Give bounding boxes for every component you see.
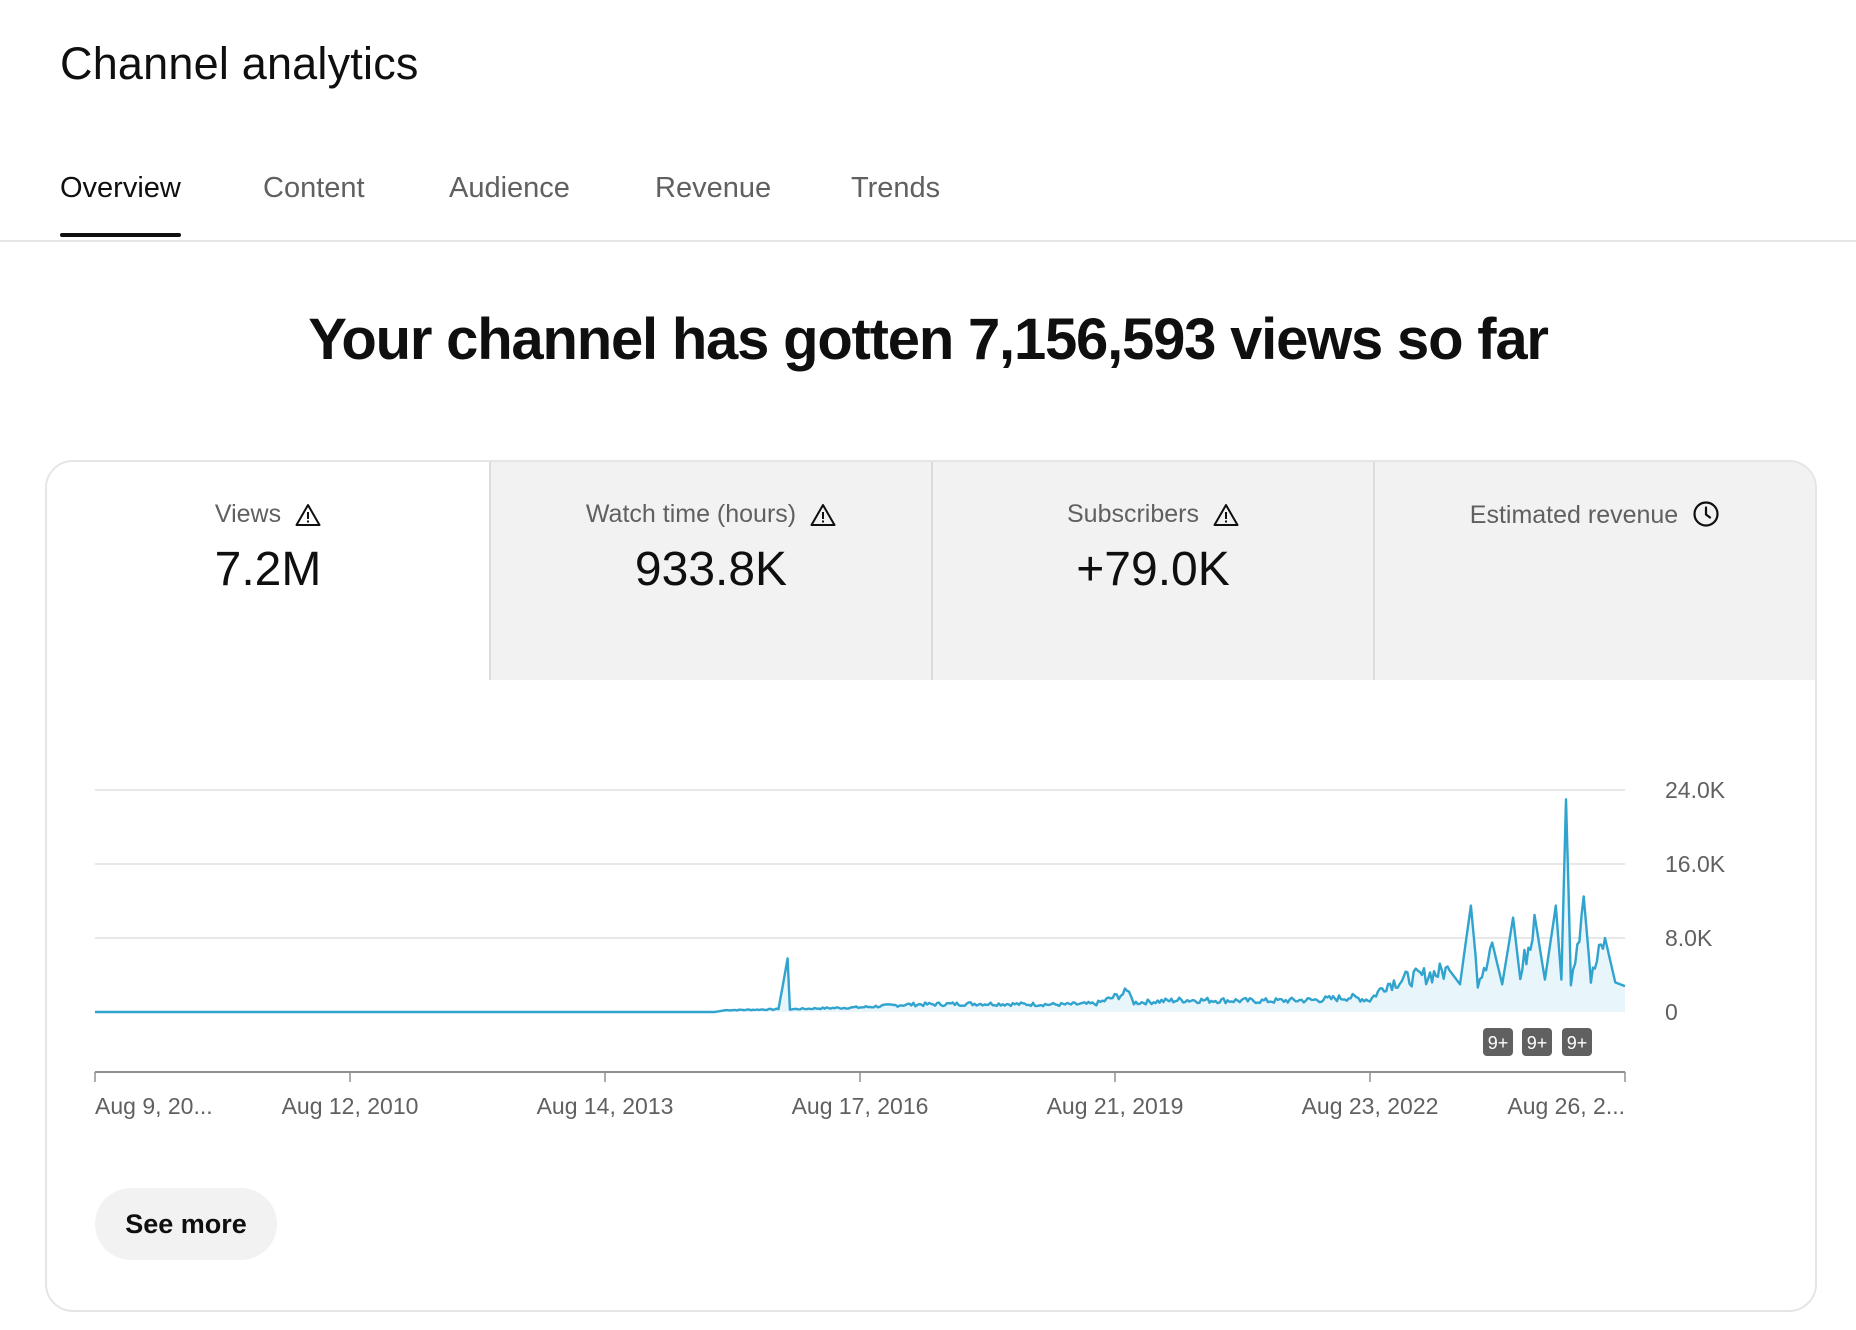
annotation-badge-label: 9+ — [1567, 1033, 1588, 1053]
tab-overview[interactable]: Overview — [60, 172, 181, 237]
metric-tab-watch-time[interactable]: Watch time (hours) 933.8K — [489, 462, 931, 680]
tab-revenue[interactable]: Revenue — [655, 172, 772, 204]
page-title: Channel analytics — [60, 38, 419, 89]
series-area — [95, 799, 1625, 1012]
warning-icon — [1213, 503, 1239, 534]
metric-label: Views — [214, 500, 282, 528]
x-tick-label: Aug 14, 2013 — [537, 1093, 674, 1119]
views-chart: 0 8.0K 16.0K 24.0K Aug 9, 20... Aug 12, 2010 A… — [94, 777, 1726, 1119]
x-tick-label: Aug 23, 2022 — [1302, 1093, 1439, 1119]
views-summary-headline: Your channel has gotten 7,156,593 views … — [308, 307, 1549, 372]
metric-label: Estimated revenue — [1469, 501, 1679, 529]
warning-icon — [295, 503, 321, 534]
x-tick-label: Aug 21, 2019 — [1047, 1093, 1184, 1119]
annotation-badge — [1483, 1028, 1513, 1056]
y-tick-label: 0 — [1665, 999, 1678, 1025]
metric-tab-estimated-revenue[interactable]: Estimated revenue — [1373, 462, 1815, 680]
clock-icon — [1692, 500, 1720, 535]
x-tick-label: Aug 26, 2... — [1507, 1093, 1625, 1119]
see-more-button[interactable]: See more — [95, 1188, 277, 1260]
x-tick-label: Aug 17, 2016 — [792, 1093, 929, 1119]
overview-card: Views 7.2M Watch time (hours) 933.8K Sub… — [45, 460, 1817, 1312]
x-tick-label: Aug 9, 20... — [95, 1093, 213, 1119]
metric-label: Subscribers — [1067, 500, 1199, 528]
metric-value: +79.0K — [1076, 543, 1230, 596]
y-tick-label: 24.0K — [1665, 777, 1726, 803]
tab-content[interactable]: Content — [263, 172, 365, 204]
metric-tab-views[interactable]: Views 7.2M — [47, 462, 489, 680]
warning-icon — [810, 503, 836, 534]
metric-label: Watch time (hours) — [585, 500, 797, 528]
y-tick-label: 8.0K — [1665, 925, 1713, 951]
tab-audience[interactable]: Audience — [449, 172, 570, 204]
metric-value: 7.2M — [214, 543, 322, 596]
metric-tab-subscribers[interactable]: Subscribers +79.0K — [931, 462, 1373, 680]
tab-trends[interactable]: Trends — [851, 172, 941, 204]
y-tick-label: 16.0K — [1665, 851, 1726, 877]
tab-bar: Overview Content Audience Revenue Trends — [0, 150, 1856, 242]
annotation-badge — [1562, 1028, 1592, 1056]
metric-value: 933.8K — [634, 543, 788, 596]
annotation-badge — [1522, 1028, 1552, 1056]
annotation-badge-label: 9+ — [1527, 1033, 1548, 1053]
annotation-badge-label: 9+ — [1488, 1033, 1509, 1053]
x-tick-label: Aug 12, 2010 — [282, 1093, 419, 1119]
series-line — [95, 798, 1626, 1014]
